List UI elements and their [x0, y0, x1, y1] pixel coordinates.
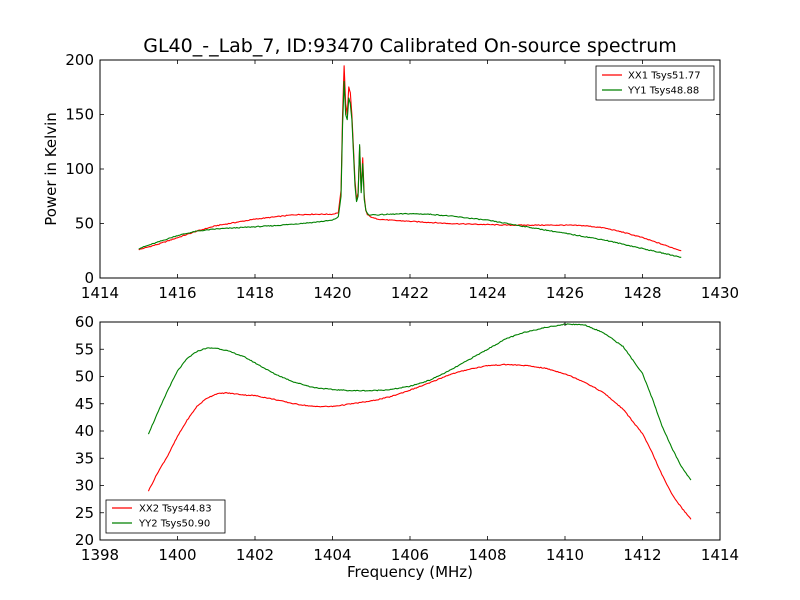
top-legend-box: [595, 65, 715, 101]
bottom-axis-ticks: 1398 1400 1402 1404 1406 1408 1410 1412 1414 20 25…: [75, 313, 739, 564]
bottom-y-tick-label: 20: [75, 531, 94, 549]
bottom-x-tick-label: 1400: [158, 546, 196, 564]
bottom-x-tick-label: 1410: [546, 546, 584, 564]
bottom-y-tick-label: 35: [75, 449, 94, 467]
bottom-y-tick-label: 30: [75, 477, 94, 495]
top-x-tick-label: 1424: [468, 284, 506, 302]
bottom-x-tick-label: 1406: [391, 546, 429, 564]
bottom-series-line-2: [147, 323, 692, 481]
bottom-series-line-1: [147, 363, 692, 520]
bottom-x-tick-label: 1414: [701, 546, 739, 564]
bottom-legend: XX2 Tsys44.83 YY2 Tsys50.90: [105, 499, 226, 534]
top-series-line-2: [138, 80, 682, 258]
top-y-tick-label: 50: [75, 215, 94, 233]
top-legend-label-xx1: XX1 Tsys51.77: [628, 71, 701, 82]
top-x-tick-label: 1426: [546, 284, 584, 302]
top-x-tick-label: 1418: [236, 284, 274, 302]
bottom-y-tick-label: 60: [75, 313, 94, 331]
top-x-tick-label: 1422: [391, 284, 429, 302]
bottom-legend-box: [105, 499, 226, 534]
bottom-series-lines: [147, 323, 692, 520]
top-y-tick-label: 0: [84, 269, 94, 287]
top-x-tick-label: 1416: [158, 284, 196, 302]
bottom-y-tick-label: 40: [75, 422, 94, 440]
bottom-legend-label-xx2: XX2 Tsys44.83: [139, 504, 212, 515]
top-x-tick-label: 1428: [623, 284, 661, 302]
figure-title: GL40_-_Lab_7, ID:93470 Calibrated On-sou…: [143, 35, 677, 57]
top-axis-ticks: 1414 1416 1418 1420 1422 1424 1426 1428 1430 0 50 1…: [65, 51, 739, 302]
top-legend: XX1 Tsys51.77 YY1 Tsys48.88: [595, 65, 715, 101]
top-y-axis-label: Power in Kelvin: [42, 112, 60, 226]
bottom-y-tick-label: 25: [75, 504, 94, 522]
bottom-y-tick-label: 55: [75, 340, 94, 358]
top-x-tick-label: 1430: [701, 284, 739, 302]
bottom-x-tick-label: 1402: [236, 546, 274, 564]
bottom-y-tick-label: 45: [75, 395, 94, 413]
bottom-x-tick-label: 1408: [468, 546, 506, 564]
top-x-tick-label: 1420: [313, 284, 351, 302]
bottom-x-tick-label: 1398: [81, 546, 119, 564]
bottom-legend-label-yy2: YY2 Tsys50.90: [138, 519, 210, 530]
bottom-y-tick-label: 50: [75, 368, 94, 386]
top-y-tick-label: 100: [65, 160, 94, 178]
top-y-tick-label: 200: [65, 51, 94, 69]
top-x-tick-label: 1414: [81, 284, 119, 302]
top-series-lines: [138, 65, 682, 258]
top-legend-label-yy1: YY1 Tsys48.88: [627, 86, 699, 97]
bottom-x-tick-label: 1412: [623, 546, 661, 564]
bottom-subplot: 1398 1400 1402 1404 1406 1408 1410 1412 1414 20 25…: [75, 313, 739, 581]
bottom-x-tick-label: 1404: [313, 546, 351, 564]
bottom-x-axis-label: Frequency (MHz): [347, 563, 473, 581]
top-series-line-1: [138, 65, 682, 252]
top-subplot: 1414 1416 1418 1420 1422 1424 1426 1428 1430 0 50 1…: [42, 51, 739, 302]
top-y-tick-label: 150: [65, 106, 94, 124]
